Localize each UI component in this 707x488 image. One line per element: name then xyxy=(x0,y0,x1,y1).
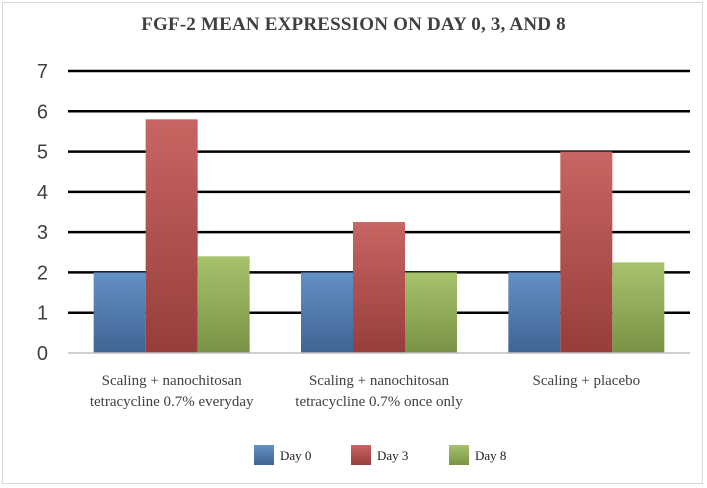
y-tick-label: 3 xyxy=(37,222,48,244)
legend-label: Day 3 xyxy=(377,448,408,463)
x-category-label: Scaling + nanochitosan tetracycline 0.7% … xyxy=(295,373,463,410)
bar-day-3-cat-3 xyxy=(560,151,613,353)
legend-swatch-day-8 xyxy=(449,445,469,465)
y-tick-label: 6 xyxy=(37,101,48,123)
y-axis-ticks: 0 1 2 3 4 5 6 7 xyxy=(37,61,48,365)
y-tick-label: 7 xyxy=(37,61,48,83)
y-tick-label: 2 xyxy=(37,262,48,284)
chart-title: FGF-2 MEAN EXPRESSION ON DAY 0, 3, AND 8 xyxy=(141,14,566,35)
legend-label: Day 8 xyxy=(475,448,506,463)
bar-day-0-cat-2 xyxy=(301,272,353,353)
x-axis-categories: Scaling + nanochitosan tetracycline 0.7% … xyxy=(90,373,640,410)
bars xyxy=(93,119,665,353)
bar-day-0-cat-1 xyxy=(93,272,146,353)
y-tick-label: 5 xyxy=(37,142,48,164)
bar-day-8-cat-3 xyxy=(612,262,665,353)
x-category-label: Scaling + nanochitosan tetracycline 0.7% … xyxy=(90,373,254,410)
bar-day-3-cat-2 xyxy=(353,222,405,353)
bar-day-3-cat-1 xyxy=(145,119,198,353)
y-tick-label: 1 xyxy=(37,303,48,325)
legend: Day 0 Day 3 Day 8 xyxy=(254,445,506,465)
legend-swatch-day-3 xyxy=(351,445,371,465)
legend-swatch-day-0 xyxy=(254,445,274,465)
bar-day-8-cat-1 xyxy=(197,256,250,353)
x-category-label: Scaling + placebo xyxy=(533,373,641,389)
bar-day-8-cat-2 xyxy=(405,272,457,353)
bar-day-0-cat-3 xyxy=(508,272,561,353)
legend-label: Day 0 xyxy=(280,448,311,463)
y-tick-label: 4 xyxy=(37,182,48,204)
y-tick-label: 0 xyxy=(37,343,48,365)
